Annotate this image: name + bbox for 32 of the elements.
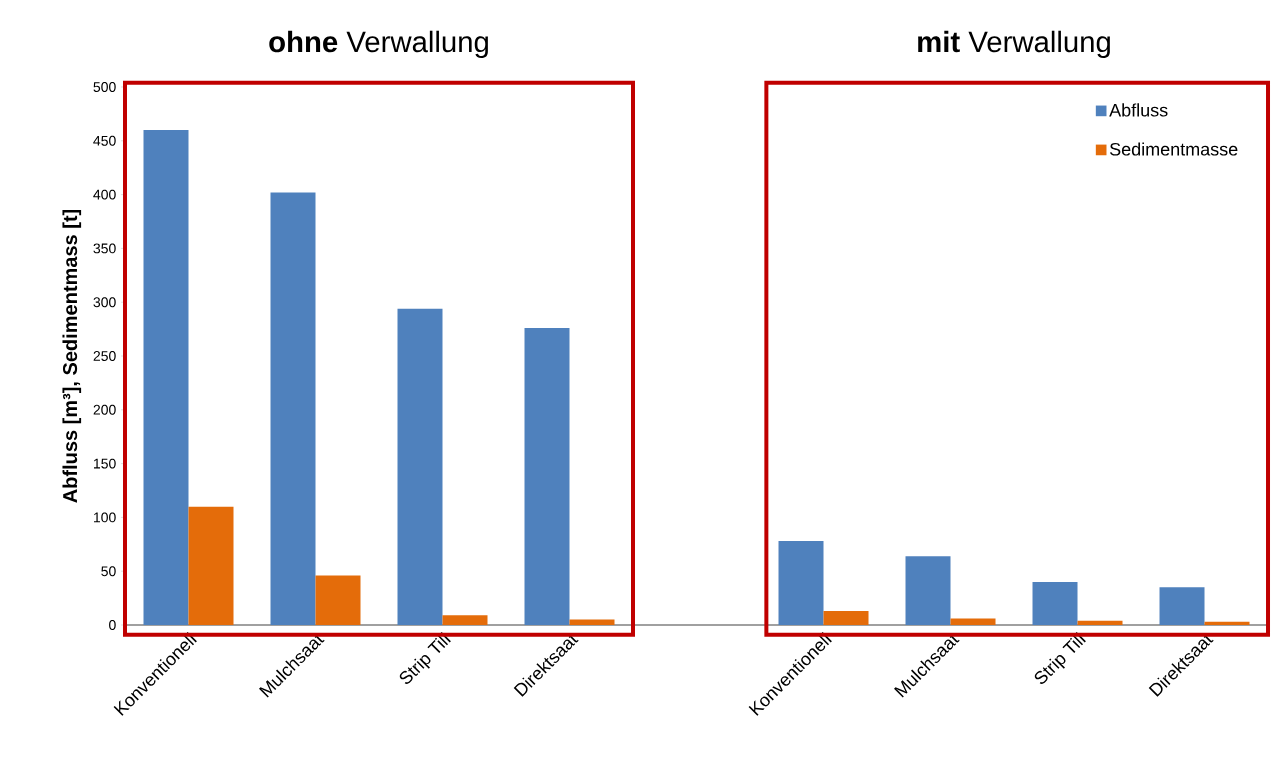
y-tick-label: 300	[93, 297, 116, 308]
bar	[188, 506, 234, 625]
y-tick-label: 50	[101, 566, 116, 577]
bar	[315, 575, 361, 625]
y-tick-label: 150	[94, 458, 116, 469]
bar	[778, 541, 824, 625]
bar	[905, 556, 951, 625]
y-axis-title: Abfluss [m³], Sedimentmass [t]	[62, 209, 82, 503]
bar	[397, 308, 443, 625]
legend-label: Sedimentmasse	[1109, 142, 1238, 156]
bar	[1159, 587, 1205, 625]
y-tick-label: 500	[93, 82, 116, 92]
bar	[1077, 620, 1123, 625]
y-tick-label: 350	[93, 243, 116, 254]
text: ohne Verwallung	[269, 30, 488, 59]
y-tick-label: 100	[94, 512, 116, 523]
bar	[823, 611, 869, 625]
y-tick-label: 200	[93, 404, 116, 415]
legend-label: Abfluss	[1109, 103, 1168, 117]
text: mit Verwallung	[918, 30, 1110, 59]
bar	[442, 615, 488, 625]
bar	[569, 619, 615, 625]
y-tick-label: 0	[109, 620, 116, 630]
bar	[1204, 621, 1250, 625]
bar	[143, 130, 189, 625]
y-tick-label: 400	[93, 189, 116, 200]
bar	[270, 192, 316, 625]
bar	[524, 328, 570, 625]
y-tick-label: 250	[93, 351, 116, 361]
y-tick-label: 450	[93, 135, 116, 146]
bar	[950, 618, 996, 625]
bar	[1032, 581, 1078, 625]
